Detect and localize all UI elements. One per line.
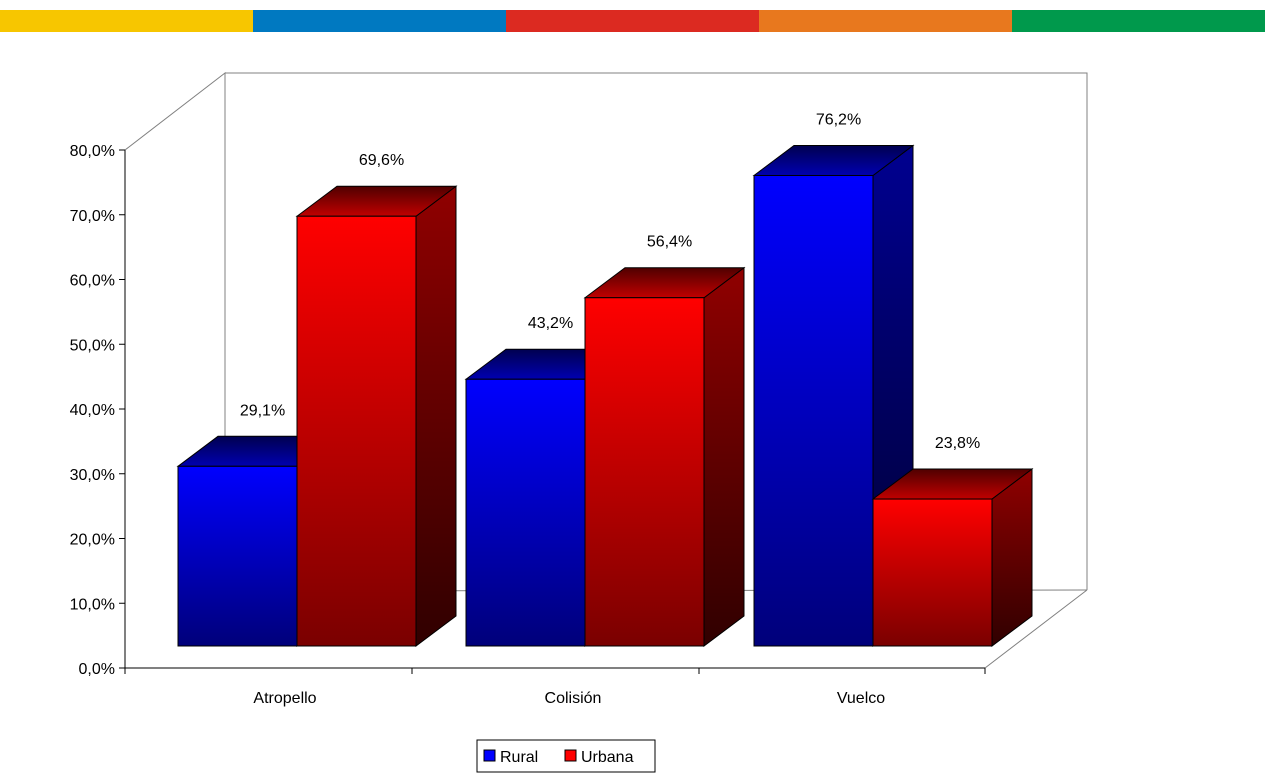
- bar-side: [991, 468, 1033, 647]
- bar-front: [465, 378, 586, 647]
- bar-urbana-3: [871, 468, 1034, 647]
- y-tick-label: 20,0%: [70, 532, 115, 549]
- y-tick-label: 30,0%: [70, 467, 115, 484]
- data-label: 76,2%: [816, 111, 861, 128]
- bar-front: [753, 174, 874, 647]
- data-label: 29,1%: [240, 402, 285, 419]
- header-segment-2: [253, 10, 506, 32]
- y-tick-label: 40,0%: [70, 402, 115, 419]
- data-label: 69,6%: [359, 152, 404, 169]
- data-label: 43,2%: [528, 315, 573, 332]
- y-depth-line: [125, 138, 225, 215]
- x-tick-label: Vuelco: [837, 690, 885, 707]
- header-segment-5: [1012, 10, 1265, 32]
- header-segment-3: [506, 10, 759, 32]
- y-tick-label: 0,0%: [79, 661, 115, 678]
- x-tick-label: Atropello: [253, 690, 316, 707]
- bar-side: [703, 266, 745, 647]
- legend-label-urbana: Urbana: [581, 749, 634, 766]
- bar-front: [584, 297, 705, 647]
- data-label: 23,8%: [935, 435, 980, 452]
- legend-swatch-urbana: [564, 749, 577, 762]
- y-depth-line: [125, 267, 225, 344]
- y-tick-label: 10,0%: [70, 596, 115, 613]
- header-segment-4: [759, 10, 1012, 32]
- y-depth-line: [125, 73, 225, 150]
- back-wall: [225, 72, 1088, 590]
- x-tick-label: Colisión: [545, 690, 602, 707]
- y-tick-label: 70,0%: [70, 208, 115, 225]
- bar-front: [177, 465, 298, 647]
- header-segment-1: [0, 10, 253, 32]
- legend: Rural Urbana: [476, 739, 656, 773]
- bar-urbana-1: [295, 185, 458, 647]
- bar-front: [296, 215, 417, 647]
- y-tick-label: 80,0%: [70, 143, 115, 160]
- y-axis: 0,0% 10,0% 20,0% 30,0% 40,0% 50,0% 60,0% 70,0% 8…: [70, 73, 225, 678]
- header-color-bar: [0, 10, 1265, 32]
- legend-swatch-rural: [483, 749, 496, 762]
- y-depth-line: [125, 203, 225, 280]
- y-tick-label: 50,0%: [70, 337, 115, 354]
- bar-side: [415, 185, 457, 647]
- bar-urbana-2: [583, 266, 746, 647]
- data-label: 56,4%: [647, 234, 692, 251]
- x-axis: Atropello Colisión Vuelco: [124, 667, 986, 707]
- bars-layer: [176, 144, 1034, 647]
- bar-front: [872, 498, 993, 647]
- legend-label-rural: Rural: [500, 749, 538, 766]
- y-tick-label: 60,0%: [70, 273, 115, 290]
- y-depth-line: [125, 332, 225, 409]
- data-labels-layer: 29,1% 69,6% 43,2% 56,4% 76,2% 23,8%: [240, 111, 980, 452]
